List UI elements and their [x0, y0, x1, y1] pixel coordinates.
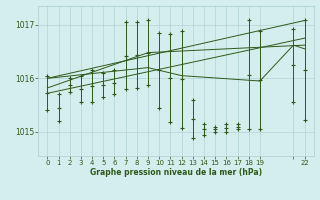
- X-axis label: Graphe pression niveau de la mer (hPa): Graphe pression niveau de la mer (hPa): [90, 168, 262, 177]
